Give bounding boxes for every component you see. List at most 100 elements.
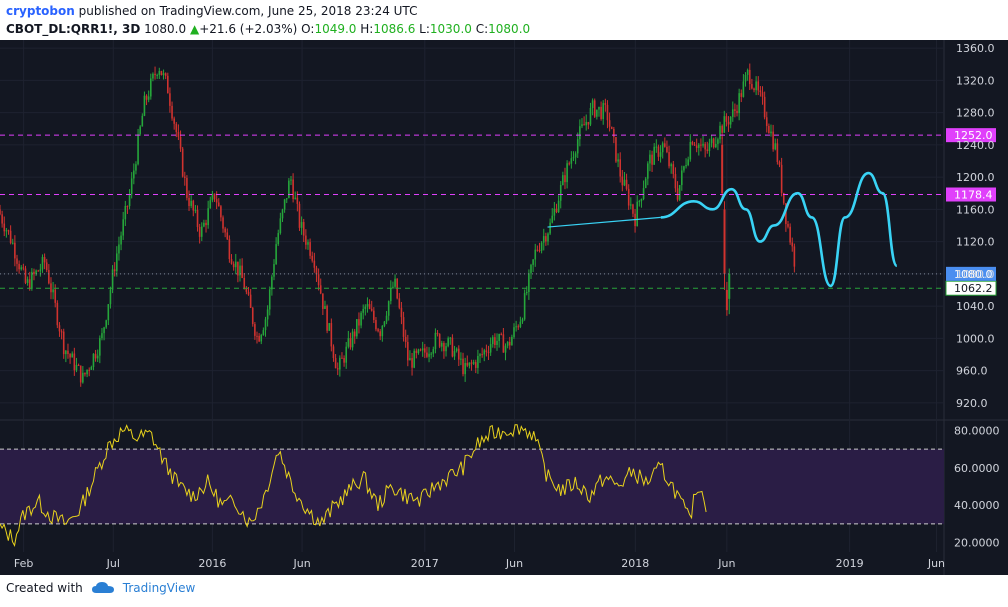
candle-body <box>37 270 40 272</box>
candle-body <box>222 217 224 229</box>
candle-body <box>266 309 269 320</box>
candle-body <box>398 298 401 308</box>
candle-body <box>751 84 753 89</box>
candle-body <box>328 323 331 331</box>
candle-body <box>697 144 700 148</box>
candle-body <box>156 74 158 76</box>
candle-body <box>538 249 541 251</box>
candle-body <box>241 265 243 278</box>
candle-body <box>11 242 14 244</box>
candle-body <box>455 348 458 352</box>
candle-body <box>211 193 214 201</box>
candle-body <box>438 334 441 347</box>
candle-body <box>99 338 101 356</box>
candle-body <box>307 242 309 245</box>
candle-body <box>517 326 520 328</box>
candle-body <box>585 121 588 126</box>
candle-body <box>326 306 328 331</box>
candle-body <box>258 335 260 342</box>
high-value: 1086.6 <box>373 22 416 36</box>
price-tick-label: 1040.0 <box>956 300 995 313</box>
candle-body <box>483 350 486 355</box>
candle-body <box>128 194 131 207</box>
candle-body <box>604 103 607 105</box>
level-tag-label: 1252.0 <box>954 129 993 142</box>
candle-body <box>130 178 133 195</box>
candle-body <box>428 353 430 357</box>
candle-body <box>322 293 324 309</box>
candle-body <box>532 259 534 265</box>
candle-body <box>572 157 575 159</box>
candle-body <box>379 331 381 337</box>
candle-body <box>464 362 466 375</box>
candle-body <box>436 332 439 335</box>
candle-body <box>50 283 52 293</box>
candle-body <box>625 179 628 189</box>
candle-body <box>413 350 415 368</box>
candle-body <box>9 230 12 244</box>
candle-body <box>137 134 139 165</box>
time-tick-label: Jun <box>927 557 945 570</box>
candle-body <box>791 242 794 247</box>
candle-body <box>644 178 647 189</box>
candle-body <box>787 223 789 227</box>
up-arrow-icon: ▲ <box>189 22 200 36</box>
candle-body <box>92 353 95 367</box>
candle-body <box>407 341 409 361</box>
author-name[interactable]: cryptobon <box>6 4 75 18</box>
candle-body <box>260 335 263 342</box>
candle-body <box>462 358 464 375</box>
candle-body <box>736 110 738 114</box>
candle-body <box>440 342 443 347</box>
candle-body <box>164 73 167 76</box>
level-tag <box>946 266 996 281</box>
candle-body <box>719 125 721 140</box>
candle-body <box>591 100 594 108</box>
candle-body <box>661 143 664 153</box>
candle-body <box>162 73 165 76</box>
candle-body <box>708 143 711 152</box>
candle-body <box>243 277 246 290</box>
candle-body <box>292 179 294 199</box>
candle-body <box>714 143 717 148</box>
candle-body <box>224 228 226 233</box>
candle-body <box>3 223 6 232</box>
rsi-tick-label: 80.0000 <box>954 424 1000 437</box>
candle-body <box>16 258 18 264</box>
candle-body <box>232 263 235 268</box>
price-tick-label: 1240.0 <box>956 139 995 152</box>
candle-body <box>770 131 772 134</box>
candle-body <box>345 346 348 363</box>
candle-body <box>349 338 352 348</box>
candle-body <box>173 118 175 124</box>
candle-body <box>31 271 33 289</box>
candle-body <box>311 255 314 261</box>
candle-body <box>113 269 116 272</box>
candle-body <box>727 121 730 125</box>
level-tag-label: 1178.4 <box>954 189 993 202</box>
candle-body <box>466 362 469 366</box>
candle-body <box>409 358 411 361</box>
symbol-label: CBOT_DL:QRR1!, 3D <box>6 22 141 36</box>
candle-body <box>294 197 297 199</box>
candle-body <box>33 271 35 275</box>
candle-body <box>651 154 653 165</box>
candle-body <box>319 285 322 294</box>
rsi-line <box>0 424 707 547</box>
candle-body <box>254 324 256 336</box>
candle-body <box>725 116 728 122</box>
candle-body <box>587 121 590 125</box>
tradingview-brand[interactable]: TradingView <box>122 581 196 595</box>
candle-body <box>256 335 258 337</box>
candle-body <box>188 197 190 206</box>
candle-body <box>613 128 615 138</box>
candle-body <box>570 158 573 164</box>
candle-body <box>400 307 403 318</box>
candle-body <box>60 331 63 333</box>
candle-body <box>353 331 356 337</box>
tradingview-cloud-icon <box>91 582 114 593</box>
candle-body <box>277 233 280 245</box>
candle-body <box>457 348 460 360</box>
